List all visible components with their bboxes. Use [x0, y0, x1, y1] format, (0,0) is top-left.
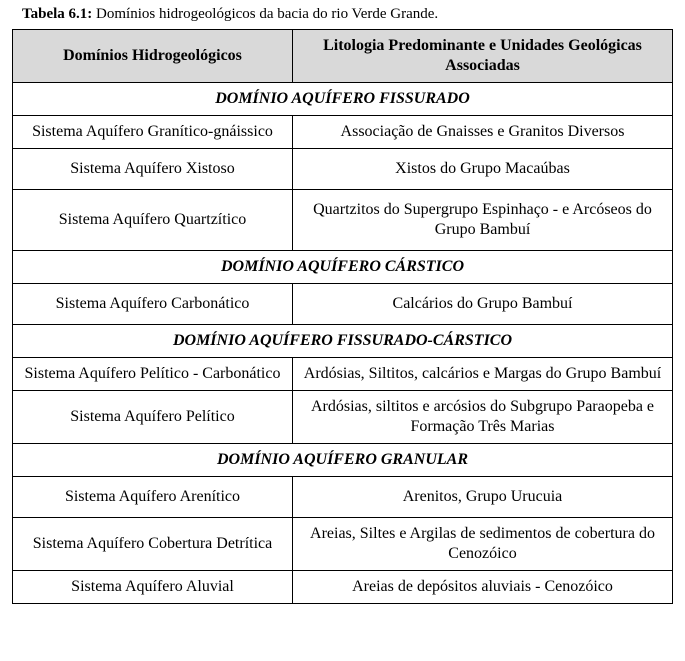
cell-lithology: Calcários do Grupo Bambuí — [293, 284, 673, 325]
table-row: Sistema Aquífero Aluvial Areias de depós… — [13, 571, 673, 604]
cell-lithology: Areias de depósitos aluviais - Cenozóico — [293, 571, 673, 604]
section-title: DOMÍNIO AQUÍFERO GRANULAR — [13, 444, 673, 477]
table-row: Sistema Aquífero Carbonático Calcários d… — [13, 284, 673, 325]
cell-lithology: Associação de Gnaisses e Granitos Divers… — [293, 116, 673, 149]
col-header-domains: Domínios Hidrogeológicos — [13, 30, 293, 83]
table-row: Sistema Aquífero Quartzítico Quartzitos … — [13, 190, 673, 251]
table-row: Sistema Aquífero Pelítico - Carbonático … — [13, 358, 673, 391]
table-row: Sistema Aquífero Arenítico Arenitos, Gru… — [13, 477, 673, 518]
cell-lithology: Xistos do Grupo Macaúbas — [293, 149, 673, 190]
col-header-lithology: Litologia Predominante e Unidades Geológ… — [293, 30, 673, 83]
table-caption-label: Tabela 6.1: — [22, 6, 92, 22]
section-row: DOMÍNIO AQUÍFERO FISSURADO-CÁRSTICO — [13, 325, 673, 358]
cell-lithology: Ardósias, Siltitos, calcários e Margas d… — [293, 358, 673, 391]
cell-domain: Sistema Aquífero Xistoso — [13, 149, 293, 190]
cell-domain: Sistema Aquífero Pelítico — [13, 391, 293, 444]
table-row: Sistema Aquífero Granítico-gnáissico Ass… — [13, 116, 673, 149]
cell-domain: Sistema Aquífero Pelítico - Carbonático — [13, 358, 293, 391]
table-caption: Tabela 6.1: Domínios hidrogeológicos da … — [22, 6, 673, 23]
cell-lithology: Ardósias, siltitos e arcósios do Subgrup… — [293, 391, 673, 444]
cell-domain: Sistema Aquífero Granítico-gnáissico — [13, 116, 293, 149]
table-row: Sistema Aquífero Pelítico Ardósias, silt… — [13, 391, 673, 444]
section-row: DOMÍNIO AQUÍFERO CÁRSTICO — [13, 251, 673, 284]
table-row: Sistema Aquífero Cobertura Detrítica Are… — [13, 518, 673, 571]
cell-lithology: Areias, Siltes e Argilas de sedimentos d… — [293, 518, 673, 571]
cell-lithology: Arenitos, Grupo Urucuia — [293, 477, 673, 518]
cell-domain: Sistema Aquífero Arenítico — [13, 477, 293, 518]
cell-domain: Sistema Aquífero Quartzítico — [13, 190, 293, 251]
section-row: DOMÍNIO AQUÍFERO FISSURADO — [13, 83, 673, 116]
section-title: DOMÍNIO AQUÍFERO FISSURADO-CÁRSTICO — [13, 325, 673, 358]
hydro-domains-table: Domínios Hidrogeológicos Litologia Predo… — [12, 29, 673, 604]
table-caption-text: Domínios hidrogeológicos da bacia do rio… — [96, 6, 438, 22]
table-header-row: Domínios Hidrogeológicos Litologia Predo… — [13, 30, 673, 83]
table-row: Sistema Aquífero Xistoso Xistos do Grupo… — [13, 149, 673, 190]
section-row: DOMÍNIO AQUÍFERO GRANULAR — [13, 444, 673, 477]
cell-domain: Sistema Aquífero Cobertura Detrítica — [13, 518, 293, 571]
cell-domain: Sistema Aquífero Carbonático — [13, 284, 293, 325]
section-title: DOMÍNIO AQUÍFERO CÁRSTICO — [13, 251, 673, 284]
cell-lithology: Quartzitos do Supergrupo Espinhaço - e A… — [293, 190, 673, 251]
section-title: DOMÍNIO AQUÍFERO FISSURADO — [13, 83, 673, 116]
cell-domain: Sistema Aquífero Aluvial — [13, 571, 293, 604]
